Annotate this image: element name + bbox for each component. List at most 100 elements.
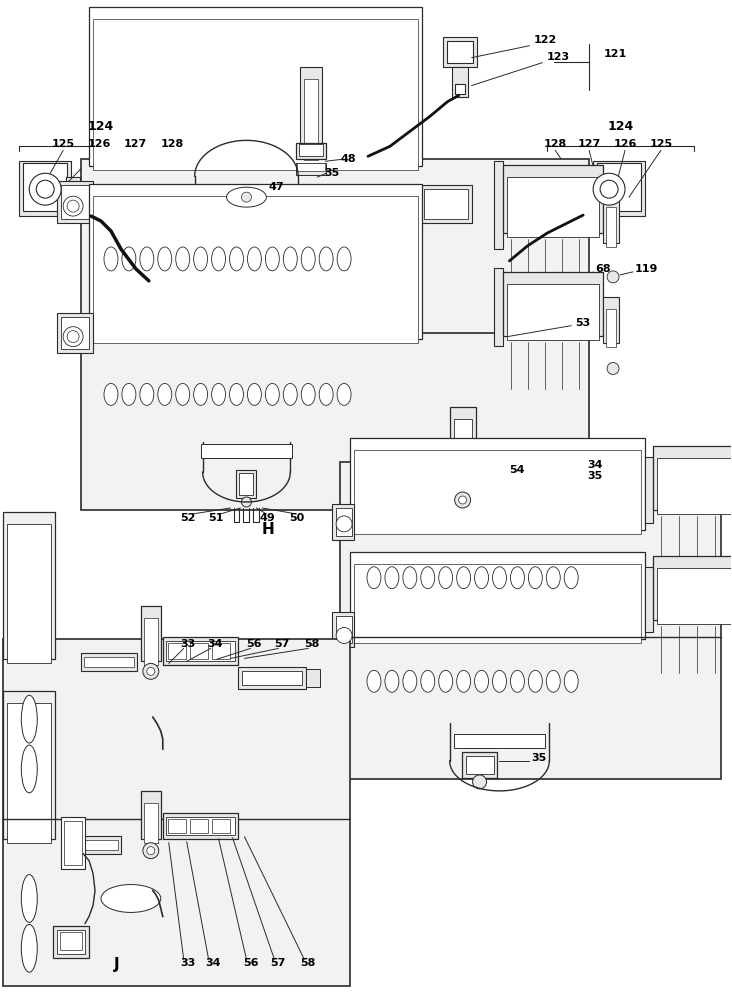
Ellipse shape xyxy=(266,247,280,271)
Ellipse shape xyxy=(403,670,417,692)
Bar xyxy=(190,643,208,659)
Bar xyxy=(444,455,482,465)
Bar xyxy=(57,930,85,954)
Bar xyxy=(449,407,476,465)
Text: 58: 58 xyxy=(305,639,320,649)
Circle shape xyxy=(67,331,79,343)
Text: 128: 128 xyxy=(161,139,184,149)
Bar xyxy=(452,67,468,97)
Ellipse shape xyxy=(283,383,297,405)
Text: 34: 34 xyxy=(207,639,223,649)
Bar xyxy=(163,637,239,665)
Bar xyxy=(212,819,230,833)
Text: 54: 54 xyxy=(509,465,525,475)
Bar xyxy=(236,470,256,498)
Ellipse shape xyxy=(546,567,560,589)
Bar xyxy=(507,284,599,340)
Text: 51: 51 xyxy=(208,513,223,523)
Ellipse shape xyxy=(176,383,190,405)
Ellipse shape xyxy=(230,383,244,405)
Ellipse shape xyxy=(385,567,399,589)
Text: 126: 126 xyxy=(87,139,111,149)
Ellipse shape xyxy=(302,383,315,405)
Ellipse shape xyxy=(510,670,524,692)
Text: 33: 33 xyxy=(180,958,195,968)
Ellipse shape xyxy=(319,247,333,271)
Ellipse shape xyxy=(247,247,261,271)
Text: 50: 50 xyxy=(290,513,305,523)
Bar xyxy=(23,163,67,211)
Bar xyxy=(79,192,91,206)
Ellipse shape xyxy=(194,247,208,271)
Bar xyxy=(305,79,318,160)
Bar xyxy=(586,181,594,199)
Bar xyxy=(606,309,616,347)
Text: 33: 33 xyxy=(180,639,195,649)
Ellipse shape xyxy=(337,247,351,271)
Bar xyxy=(466,756,493,774)
Bar xyxy=(350,552,645,639)
Bar xyxy=(212,643,230,659)
Circle shape xyxy=(593,173,625,205)
Ellipse shape xyxy=(226,187,266,207)
Circle shape xyxy=(607,363,619,374)
Text: 126: 126 xyxy=(613,139,637,149)
Ellipse shape xyxy=(564,567,578,589)
Bar xyxy=(53,926,89,958)
Ellipse shape xyxy=(493,670,507,692)
Text: 121: 121 xyxy=(604,49,627,59)
Ellipse shape xyxy=(247,383,261,405)
Bar xyxy=(4,639,350,986)
Ellipse shape xyxy=(302,247,315,271)
Text: 124: 124 xyxy=(88,120,114,133)
Ellipse shape xyxy=(529,670,542,692)
Bar xyxy=(340,462,720,779)
Bar xyxy=(61,817,85,869)
Bar xyxy=(4,512,55,659)
Circle shape xyxy=(63,327,83,347)
Bar xyxy=(332,612,354,647)
Ellipse shape xyxy=(510,567,524,589)
Bar xyxy=(61,317,89,349)
Text: 34: 34 xyxy=(587,460,602,470)
Ellipse shape xyxy=(140,383,154,405)
Bar xyxy=(454,734,545,748)
Ellipse shape xyxy=(158,383,172,405)
Bar xyxy=(447,41,473,63)
Bar xyxy=(606,207,616,247)
Bar xyxy=(239,473,253,495)
Bar xyxy=(493,161,504,249)
Ellipse shape xyxy=(140,247,154,271)
Circle shape xyxy=(600,180,618,198)
Text: 56: 56 xyxy=(243,958,258,968)
Text: 48: 48 xyxy=(340,154,356,164)
Ellipse shape xyxy=(122,247,136,271)
Circle shape xyxy=(242,192,251,202)
Bar xyxy=(419,185,471,223)
Circle shape xyxy=(143,843,159,859)
Ellipse shape xyxy=(438,567,452,589)
Circle shape xyxy=(37,180,54,198)
Text: 125: 125 xyxy=(649,139,673,149)
Ellipse shape xyxy=(421,567,435,589)
Circle shape xyxy=(336,516,352,532)
Circle shape xyxy=(459,496,466,504)
Bar xyxy=(201,209,292,215)
Bar xyxy=(57,181,93,223)
Ellipse shape xyxy=(212,383,225,405)
Bar xyxy=(504,165,603,233)
Ellipse shape xyxy=(457,567,471,589)
Bar xyxy=(4,691,55,839)
Circle shape xyxy=(607,271,619,283)
Circle shape xyxy=(67,200,79,212)
Bar xyxy=(593,161,645,216)
Bar xyxy=(19,161,71,216)
Bar xyxy=(297,163,325,171)
Bar xyxy=(306,669,320,687)
Ellipse shape xyxy=(546,670,560,692)
Bar xyxy=(455,500,470,516)
Bar xyxy=(64,821,82,865)
Text: 35: 35 xyxy=(587,471,602,481)
Bar xyxy=(354,564,641,643)
Bar xyxy=(603,297,619,343)
